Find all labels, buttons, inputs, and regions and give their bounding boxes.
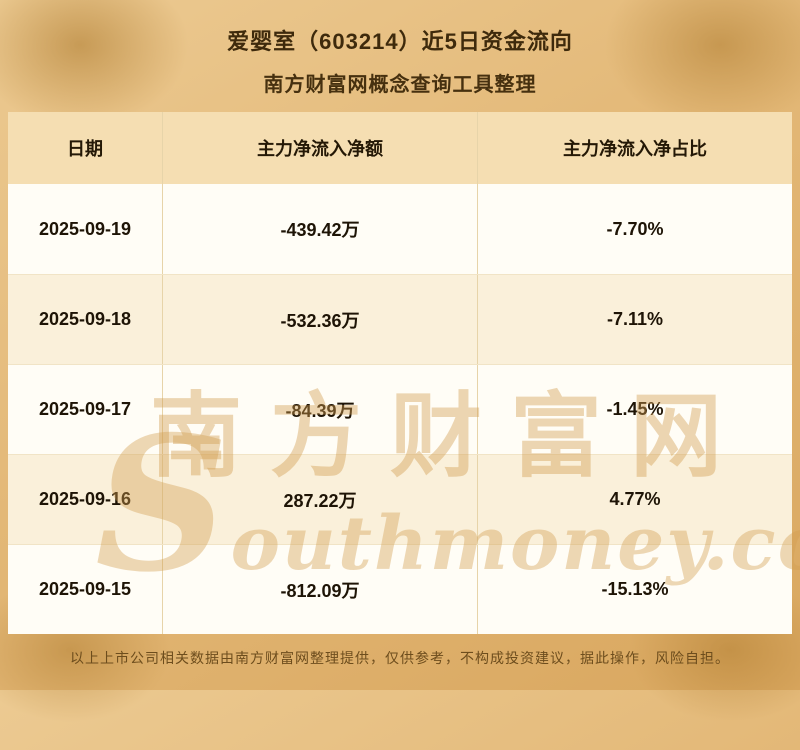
page-subtitle: 南方财富网概念查询工具整理 <box>263 74 537 96</box>
table-row: 2025-09-17 -84.39万 -1.45% <box>8 364 792 454</box>
net-ratio-cell: -7.70% <box>606 218 664 239</box>
net-inflow-cell: -532.36万 <box>163 275 478 364</box>
column-header-date: 日期 <box>8 112 163 184</box>
table-header-row: 日期 主力净流入净额 主力净流入净占比 <box>8 112 792 184</box>
disclaimer-text: 以上上市公司相关数据由南方财富网整理提供，仅供参考，不构成投资建议，据此操作，风… <box>70 650 730 666</box>
net-ratio-cell: -7.11% <box>606 309 664 329</box>
table-row: 2025-09-15 -812.09万 -15.13% <box>8 544 792 634</box>
net-inflow-cell: -84.39万 <box>163 365 478 454</box>
net-inflow-cell: 287.22万 <box>163 455 478 544</box>
date-cell: 2025-09-15 <box>8 545 163 634</box>
net-inflow-cell: -812.09万 <box>163 545 478 634</box>
net-inflow-cell: -439.42万 <box>163 184 478 274</box>
date-cell: 2025-09-16 <box>8 455 163 544</box>
title-block: 爱婴室（603214）近5日资金流向 南方财富网概念查询工具整理 <box>0 0 800 97</box>
table-row: 2025-09-19 -439.42万 -7.70% <box>8 184 792 274</box>
net-ratio-cell: 4.77% <box>609 489 661 509</box>
net-ratio-cell: -1.45% <box>606 399 664 419</box>
table-row: 2025-09-16 287.22万 4.77% <box>8 454 792 544</box>
column-header-net-inflow: 主力净流入净额 <box>163 112 478 184</box>
table-row: 2025-09-18 -532.36万 -7.11% <box>8 274 792 364</box>
column-header-net-ratio: 主力净流入净占比 <box>563 139 707 159</box>
date-cell: 2025-09-19 <box>8 184 163 274</box>
page-title: 爱婴室（603214）近5日资金流向 <box>227 29 573 54</box>
fund-flow-table: 日期 主力净流入净额 主力净流入净占比 2025-09-19 -439.42万 … <box>8 112 792 634</box>
date-cell: 2025-09-17 <box>8 365 163 454</box>
net-ratio-cell: -15.13% <box>601 579 669 599</box>
date-cell: 2025-09-18 <box>8 275 163 364</box>
